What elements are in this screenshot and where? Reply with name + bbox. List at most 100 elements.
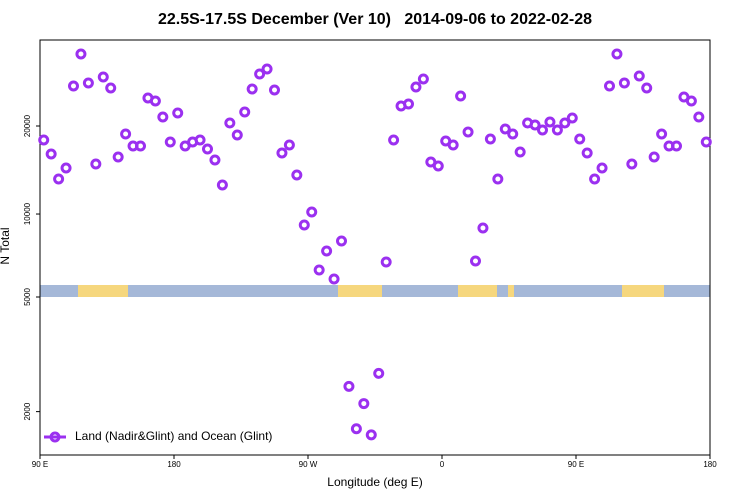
data-point <box>380 256 392 268</box>
data-point <box>164 136 176 148</box>
y-tick-label: 2000 <box>23 402 32 420</box>
data-point <box>700 136 712 148</box>
data-point <box>38 134 50 146</box>
data-point <box>566 112 578 124</box>
data-point <box>172 107 184 119</box>
legend-marker <box>49 431 61 443</box>
data-point <box>410 81 422 93</box>
data-point <box>135 140 146 152</box>
data-point <box>499 123 511 135</box>
x-tick-label: 90 E <box>32 460 48 469</box>
data-point <box>507 128 519 140</box>
data-point <box>656 128 668 140</box>
y-tick-label: 20000 <box>23 114 32 137</box>
data-point <box>693 111 705 123</box>
data-point <box>417 73 429 85</box>
data-point <box>589 173 601 185</box>
data-point <box>648 151 660 163</box>
data-point <box>321 245 333 257</box>
land-band <box>338 285 382 297</box>
x-tick-label: 0 <box>440 460 445 469</box>
data-point <box>231 129 243 141</box>
x-tick-label: 90 E <box>568 460 584 469</box>
data-point <box>82 77 94 89</box>
data-point <box>671 140 682 152</box>
y-tick-label: 10000 <box>23 202 32 225</box>
data-point <box>343 380 355 392</box>
data-point <box>514 146 526 158</box>
data-point <box>45 148 57 160</box>
land-band <box>458 285 497 297</box>
data-point <box>633 70 645 82</box>
data-point <box>432 160 444 172</box>
data-point <box>596 162 608 174</box>
data-point <box>470 255 481 267</box>
data-point <box>604 80 615 92</box>
data-point <box>112 151 124 163</box>
data-point <box>455 90 467 102</box>
data-point <box>484 133 496 145</box>
data-point <box>537 124 548 136</box>
data-point <box>462 126 474 138</box>
data-point <box>75 48 87 60</box>
data-point <box>358 398 370 410</box>
x-tick-label: 90 W <box>299 460 318 469</box>
data-point <box>120 128 132 140</box>
data-point <box>641 82 653 94</box>
data-point <box>618 77 630 89</box>
data-point <box>209 154 221 166</box>
data-point <box>611 48 623 60</box>
data-point <box>350 423 362 435</box>
data-point <box>626 158 638 170</box>
data-point <box>559 117 571 129</box>
data-point <box>239 106 251 118</box>
land-band <box>508 285 514 297</box>
data-point <box>291 169 303 181</box>
data-point <box>447 139 459 151</box>
data-point <box>53 173 65 185</box>
data-point <box>261 63 273 75</box>
land-ocean-band <box>40 285 710 297</box>
data-point <box>581 147 593 159</box>
data-point <box>157 111 169 123</box>
data-point <box>202 143 213 155</box>
data-point <box>551 124 563 136</box>
data-point <box>328 273 340 285</box>
data-point <box>574 133 586 145</box>
y-tick-label: 5000 <box>23 288 32 306</box>
data-point <box>336 235 347 247</box>
data-point <box>283 139 295 151</box>
data-point <box>97 71 109 83</box>
data-point <box>685 95 697 107</box>
data-point <box>246 83 258 95</box>
data-point <box>149 95 161 107</box>
data-point <box>365 429 377 441</box>
y-axis-label: N Total <box>0 227 12 264</box>
data-point <box>90 158 102 170</box>
data-point <box>373 367 385 379</box>
data-point <box>306 206 318 218</box>
data-point <box>388 134 400 146</box>
legend-label: Land (Nadir&Glint) and Ocean (Glint) <box>75 429 272 443</box>
data-point <box>403 98 414 110</box>
data-point <box>298 219 310 231</box>
data-point <box>544 116 556 128</box>
data-point <box>269 84 280 96</box>
data-point <box>276 147 288 159</box>
data-point <box>529 119 541 131</box>
data-point <box>216 179 228 191</box>
data-point <box>224 117 236 129</box>
data-point <box>492 173 504 185</box>
data-point <box>477 222 489 234</box>
data-point <box>105 82 117 94</box>
land-band <box>78 285 128 297</box>
plot-frame <box>39 39 711 456</box>
data-point <box>60 162 72 174</box>
chart-title: 22.5S-17.5S December (Ver 10) 2014-09-06… <box>158 11 592 28</box>
x-tick-label: 180 <box>167 460 181 469</box>
data-point <box>313 264 325 276</box>
data-point <box>194 134 206 146</box>
data-point <box>254 68 266 80</box>
data-point <box>68 80 79 92</box>
